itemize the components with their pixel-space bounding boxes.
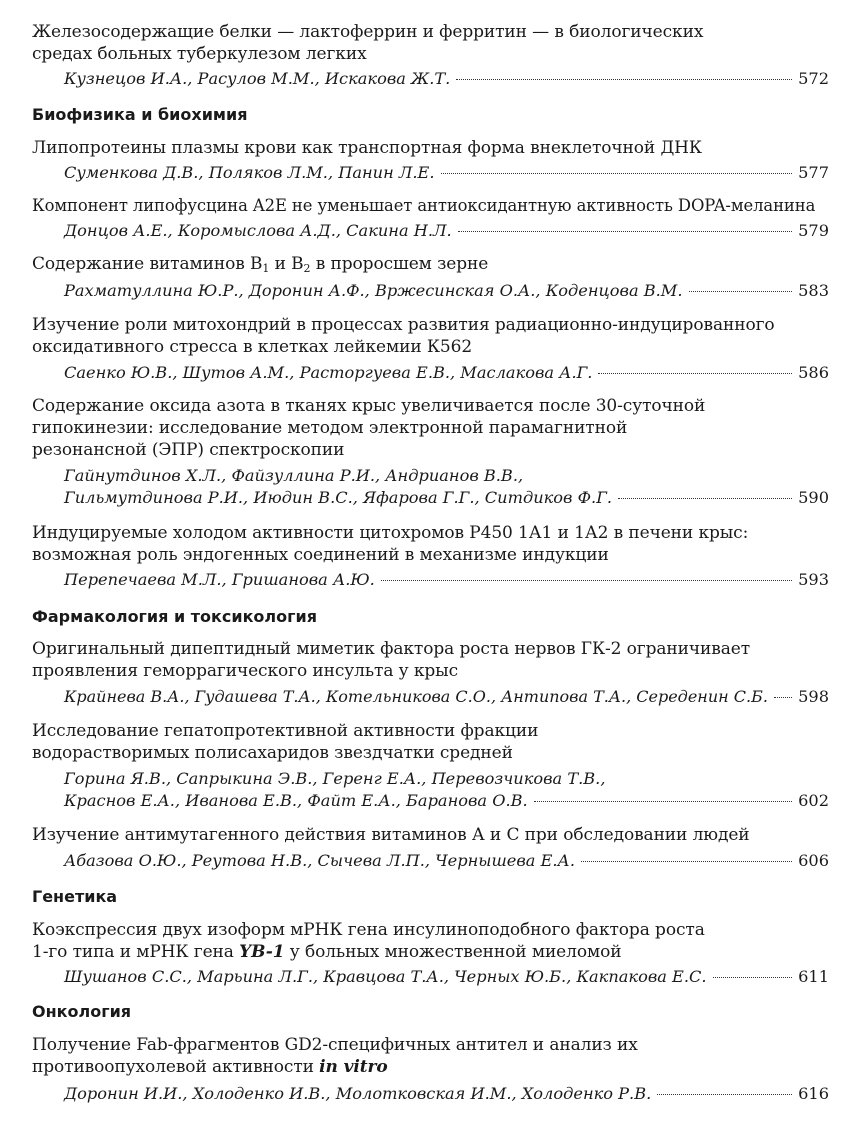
entry-authors-row: Рахматуллина Ю.Р., Доронин А.Ф., Вржесин… xyxy=(64,281,829,303)
section-heading: Фармакология и токсикология xyxy=(32,607,317,626)
entry-authors-row: Крайнева В.А., Гудашева Т.А., Котельнико… xyxy=(64,687,829,709)
entry-authors-row: Суменкова Д.В., Поляков Л.М., Панин Л.Е.… xyxy=(64,163,829,185)
entry-title-line: водорастворимых полисахаридов звездчатки… xyxy=(32,743,513,763)
entry-page-number: 611 xyxy=(798,967,829,986)
entry-title-line: Содержание витаминов В1 и В2 в проросшем… xyxy=(32,254,488,274)
entry-authors-row: Саенко Ю.В., Шутов А.М., Расторгуева Е.В… xyxy=(64,363,829,385)
section-heading: Генетика xyxy=(32,887,118,906)
entry-authors: Краснов Е.А., Иванова Е.В., Файт Е.А., Б… xyxy=(64,791,528,810)
dot-leader xyxy=(712,977,793,978)
title-part: 1-го типа и мРНК гена xyxy=(32,942,240,962)
entry-title-line: Индуцируемые холодом активности цитохром… xyxy=(32,523,749,543)
entry-title-line: гипокинезии: исследование методом электр… xyxy=(32,418,628,438)
entry-authors: Доронин И.И., Холоденко И.В., Молотковск… xyxy=(64,1084,652,1103)
entry-page-number: 577 xyxy=(798,163,829,182)
latin-term: in vitro xyxy=(319,1057,388,1077)
dot-leader xyxy=(440,173,793,174)
entry-title-line: Железосодержащие белки — лактоферрин и ф… xyxy=(32,22,704,42)
entry-page-number: 616 xyxy=(798,1084,829,1103)
entry-page-number: 593 xyxy=(798,570,829,589)
entry-page-number: 602 xyxy=(798,791,829,810)
dot-leader xyxy=(688,291,793,292)
entry-authors: Шушанов С.С., Марьина Л.Г., Кравцова Т.А… xyxy=(64,967,707,986)
dot-leader xyxy=(657,1094,793,1095)
entry-title-line: Получение Fab-фрагментов GD2-специфичных… xyxy=(32,1035,638,1055)
gene-name: YB-1 xyxy=(239,942,285,962)
entry-title-line: средах больных туберкулезом легких xyxy=(32,44,367,64)
dot-leader xyxy=(380,580,793,581)
entry-title-line: Компонент липофусцина A2E не уменьшает а… xyxy=(32,196,816,215)
entry-authors: Гайнутдинов Х.Л., Файзуллина Р.И., Андри… xyxy=(64,466,524,485)
entry-title-line: Изучение роли митохондрий в процессах ра… xyxy=(32,315,775,335)
title-part: у больных множественной миеломой xyxy=(284,942,622,962)
subscript: 1 xyxy=(262,262,270,275)
section-heading: Онкология xyxy=(32,1002,132,1021)
entry-authors-row: Гильмутдинова Р.И., Июдин В.С., Яфарова … xyxy=(64,488,829,510)
entry-authors-row: Доронин И.И., Холоденко И.В., Молотковск… xyxy=(64,1084,829,1106)
entry-title-line: оксидативного стресса в клетках лейкемии… xyxy=(32,337,473,357)
title-part: в проросшем зерне xyxy=(310,254,489,274)
entry-page-number: 579 xyxy=(798,221,829,240)
entry-authors: Крайнева В.А., Гудашева Т.А., Котельнико… xyxy=(64,687,768,706)
title-part: и В xyxy=(269,254,304,274)
dot-leader xyxy=(773,697,793,698)
entry-page-number: 590 xyxy=(798,488,829,507)
entry-title-line: резонансной (ЭПР) спектроскопии xyxy=(32,440,345,460)
entry-page-number: 586 xyxy=(798,363,829,382)
entry-authors-row: Кузнецов И.А., Расулов М.М., Искакова Ж.… xyxy=(64,69,829,91)
entry-authors: Саенко Ю.В., Шутов А.М., Расторгуева Е.В… xyxy=(64,363,593,382)
entry-page-number: 606 xyxy=(798,851,829,870)
entry-title-line: 1-го типа и мРНК гена YB-1 у больных мно… xyxy=(32,942,622,962)
entry-title-line: Изучение антимутагенного действия витами… xyxy=(32,825,750,845)
entry-title-line: возможная роль эндогенных соединений в м… xyxy=(32,545,609,565)
dot-leader xyxy=(598,373,793,374)
entry-authors-row: Перепечаева М.Л., Гришанова А.Ю. 593 xyxy=(64,570,829,592)
entry-title-line: Исследование гепатопротективной активнос… xyxy=(32,721,539,741)
entry-page-number: 583 xyxy=(798,281,829,300)
entry-authors: Абазова О.Ю., Реутова Н.В., Сычева Л.П.,… xyxy=(64,851,575,870)
entry-authors-row: Краснов Е.А., Иванова Е.В., Файт Е.А., Б… xyxy=(64,791,829,813)
entry-authors: Горина Я.В., Сапрыкина Э.В., Геренг Е.А.… xyxy=(64,769,606,788)
dot-leader xyxy=(457,231,793,232)
entry-authors: Перепечаева М.Л., Гришанова А.Ю. xyxy=(64,570,375,589)
dot-leader xyxy=(456,79,793,80)
entry-authors-row: Абазова О.Ю., Реутова Н.В., Сычева Л.П.,… xyxy=(64,851,829,873)
dot-leader xyxy=(580,861,793,862)
dot-leader xyxy=(533,801,793,802)
entry-authors-row: Донцов А.Е., Коромыслова А.Д., Сакина Н.… xyxy=(64,221,829,243)
entry-title-line: Оригинальный дипептидный миметик фактора… xyxy=(32,639,751,659)
title-part: противоопухолевой активности xyxy=(32,1057,320,1077)
entry-authors: Рахматуллина Ю.Р., Доронин А.Ф., Вржесин… xyxy=(64,281,683,300)
entry-page-number: 572 xyxy=(798,69,829,88)
entry-title-line: Содержание оксида азота в тканях крыс ув… xyxy=(32,396,706,416)
entry-title-line: проявления геморрагического инсульта у к… xyxy=(32,661,459,681)
subscript: 2 xyxy=(303,262,311,275)
entry-title-line: Липопротеины плазмы крови как транспортн… xyxy=(32,138,702,158)
entry-page-number: 598 xyxy=(798,687,829,706)
entry-title-line: Коэкспрессия двух изоформ мРНК гена инсу… xyxy=(32,920,705,940)
entry-authors: Донцов А.Е., Коромыслова А.Д., Сакина Н.… xyxy=(64,221,452,240)
entry-title-line: противоопухолевой активности in vitro xyxy=(32,1057,388,1077)
entry-authors: Кузнецов И.А., Расулов М.М., Искакова Ж.… xyxy=(64,69,451,88)
title-part: Содержание витаминов В xyxy=(32,254,263,274)
entry-authors-row: Шушанов С.С., Марьина Л.Г., Кравцова Т.А… xyxy=(64,967,829,989)
section-heading: Биофизика и биохимия xyxy=(32,105,248,124)
entry-authors: Гильмутдинова Р.И., Июдин В.С., Яфарова … xyxy=(64,488,613,507)
dot-leader xyxy=(618,498,793,499)
entry-authors: Суменкова Д.В., Поляков Л.М., Панин Л.Е. xyxy=(64,163,435,182)
